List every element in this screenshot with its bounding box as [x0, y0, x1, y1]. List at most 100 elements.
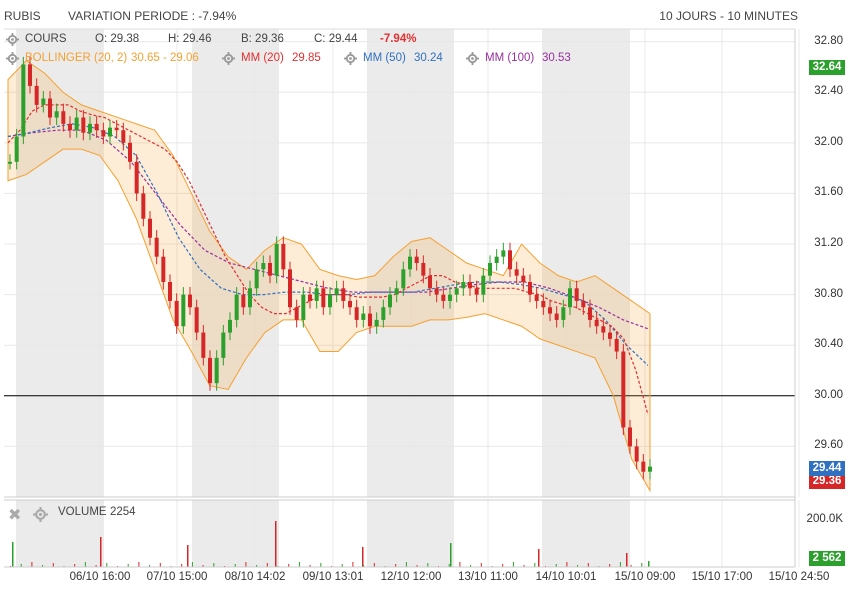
volume-bar — [95, 565, 97, 567]
volume-bar — [480, 563, 482, 567]
candle-body — [348, 300, 352, 308]
bollinger-settings-icon[interactable] — [6, 52, 19, 65]
volume-bar — [31, 562, 33, 567]
candle-body — [188, 294, 192, 308]
session-shade — [192, 500, 279, 567]
volume-bar — [20, 564, 22, 567]
volume-bar — [191, 562, 193, 567]
candle-body — [574, 288, 579, 301]
low-price-tag: 29.36 — [809, 474, 845, 489]
volume-bar — [512, 562, 514, 567]
candle-body — [108, 127, 112, 137]
candle-body — [61, 111, 66, 124]
volume-bar — [587, 563, 589, 567]
x-tick-label: 15/10 17:00 — [691, 571, 753, 583]
variation-label: VARIATION PERIODE : -7.94% — [68, 9, 237, 23]
candle-body — [394, 288, 399, 295]
candle-body — [561, 307, 566, 320]
settings-icon[interactable] — [6, 33, 19, 46]
candle-body — [454, 288, 459, 295]
candle-body — [201, 332, 206, 358]
mm100-settings-icon[interactable] — [466, 52, 479, 65]
candle-body — [514, 269, 519, 276]
candle-body — [501, 250, 506, 257]
candle-body — [628, 427, 632, 447]
candle-body — [28, 64, 32, 86]
volume-bar — [416, 565, 418, 567]
volume-bar — [630, 565, 632, 567]
candle-body — [308, 294, 312, 301]
close-icon[interactable]: ✖ — [8, 507, 22, 524]
candle-body — [474, 288, 479, 295]
candle-body — [288, 269, 292, 308]
y-tick-label: 30.00 — [814, 388, 843, 401]
volume-bar — [213, 563, 215, 567]
candle-body — [228, 319, 232, 333]
candle-body — [208, 357, 212, 384]
volume-bar — [626, 553, 628, 567]
volume-bar — [138, 562, 140, 567]
candle-body — [568, 288, 572, 308]
candle-body — [521, 275, 526, 282]
volume-bar — [52, 563, 54, 567]
y-tick-label: 29.60 — [814, 439, 843, 452]
candle-body — [414, 256, 419, 263]
candle-body — [141, 193, 146, 219]
candle-body — [121, 130, 126, 143]
candle-body — [554, 313, 559, 320]
candle-body — [388, 294, 392, 308]
volume-bar — [275, 521, 277, 567]
candle-body — [148, 218, 152, 238]
candle-body — [341, 288, 346, 301]
mm50-settings-icon[interactable] — [344, 52, 357, 65]
x-tick-label: 12/10 12:00 — [380, 571, 442, 583]
chart-frame — [4, 28, 796, 568]
candle-body — [48, 98, 52, 118]
candle-body — [588, 307, 592, 320]
volume-bar — [362, 547, 364, 567]
candle-body — [328, 294, 332, 308]
candle-body — [94, 123, 99, 131]
volume-bar — [555, 564, 557, 567]
candle-body — [301, 294, 306, 320]
candle-body — [481, 275, 486, 295]
volume-bar — [405, 562, 407, 567]
candle-body — [14, 136, 19, 162]
volume-bar — [523, 565, 525, 567]
volume-bar — [373, 563, 375, 567]
candle-body — [508, 250, 512, 270]
volume-bar — [577, 565, 579, 567]
x-tick-label: 07/10 15:00 — [146, 571, 208, 583]
mm50-label: MM (50) — [363, 52, 406, 64]
mm20-settings-icon[interactable] — [222, 52, 235, 65]
volume-bar — [641, 563, 643, 567]
open-value: O: 29.38 — [95, 33, 140, 45]
y-tick-label: 31.20 — [814, 237, 843, 250]
candle-body — [34, 85, 39, 105]
volume-bar — [12, 542, 14, 567]
candle-body — [254, 269, 259, 289]
volume-bar — [266, 563, 268, 567]
candle-body — [601, 326, 606, 333]
period-label[interactable]: 10 JOURS - 10 MINUTES — [659, 9, 798, 23]
volume-bar — [534, 563, 536, 567]
volume-bar — [74, 564, 76, 567]
candle-body — [354, 307, 359, 320]
candle-body — [194, 307, 199, 333]
volume-settings-icon[interactable] — [33, 507, 48, 522]
y-tick-label: 32.80 — [814, 34, 843, 47]
bollinger-values: 30.65 - 29.06 — [131, 52, 199, 64]
candle-body — [214, 357, 219, 384]
volume-bar — [256, 565, 258, 567]
candle-body — [221, 332, 226, 358]
volume-bar — [352, 562, 354, 567]
candle-body — [421, 263, 426, 276]
candle-body — [261, 263, 266, 270]
candle-body — [101, 130, 106, 137]
candle-body — [461, 281, 466, 289]
volume-bar — [470, 565, 472, 567]
y-tick-label: 32.40 — [814, 85, 843, 98]
volume-bar — [106, 563, 108, 567]
price-candles — [8, 56, 652, 480]
